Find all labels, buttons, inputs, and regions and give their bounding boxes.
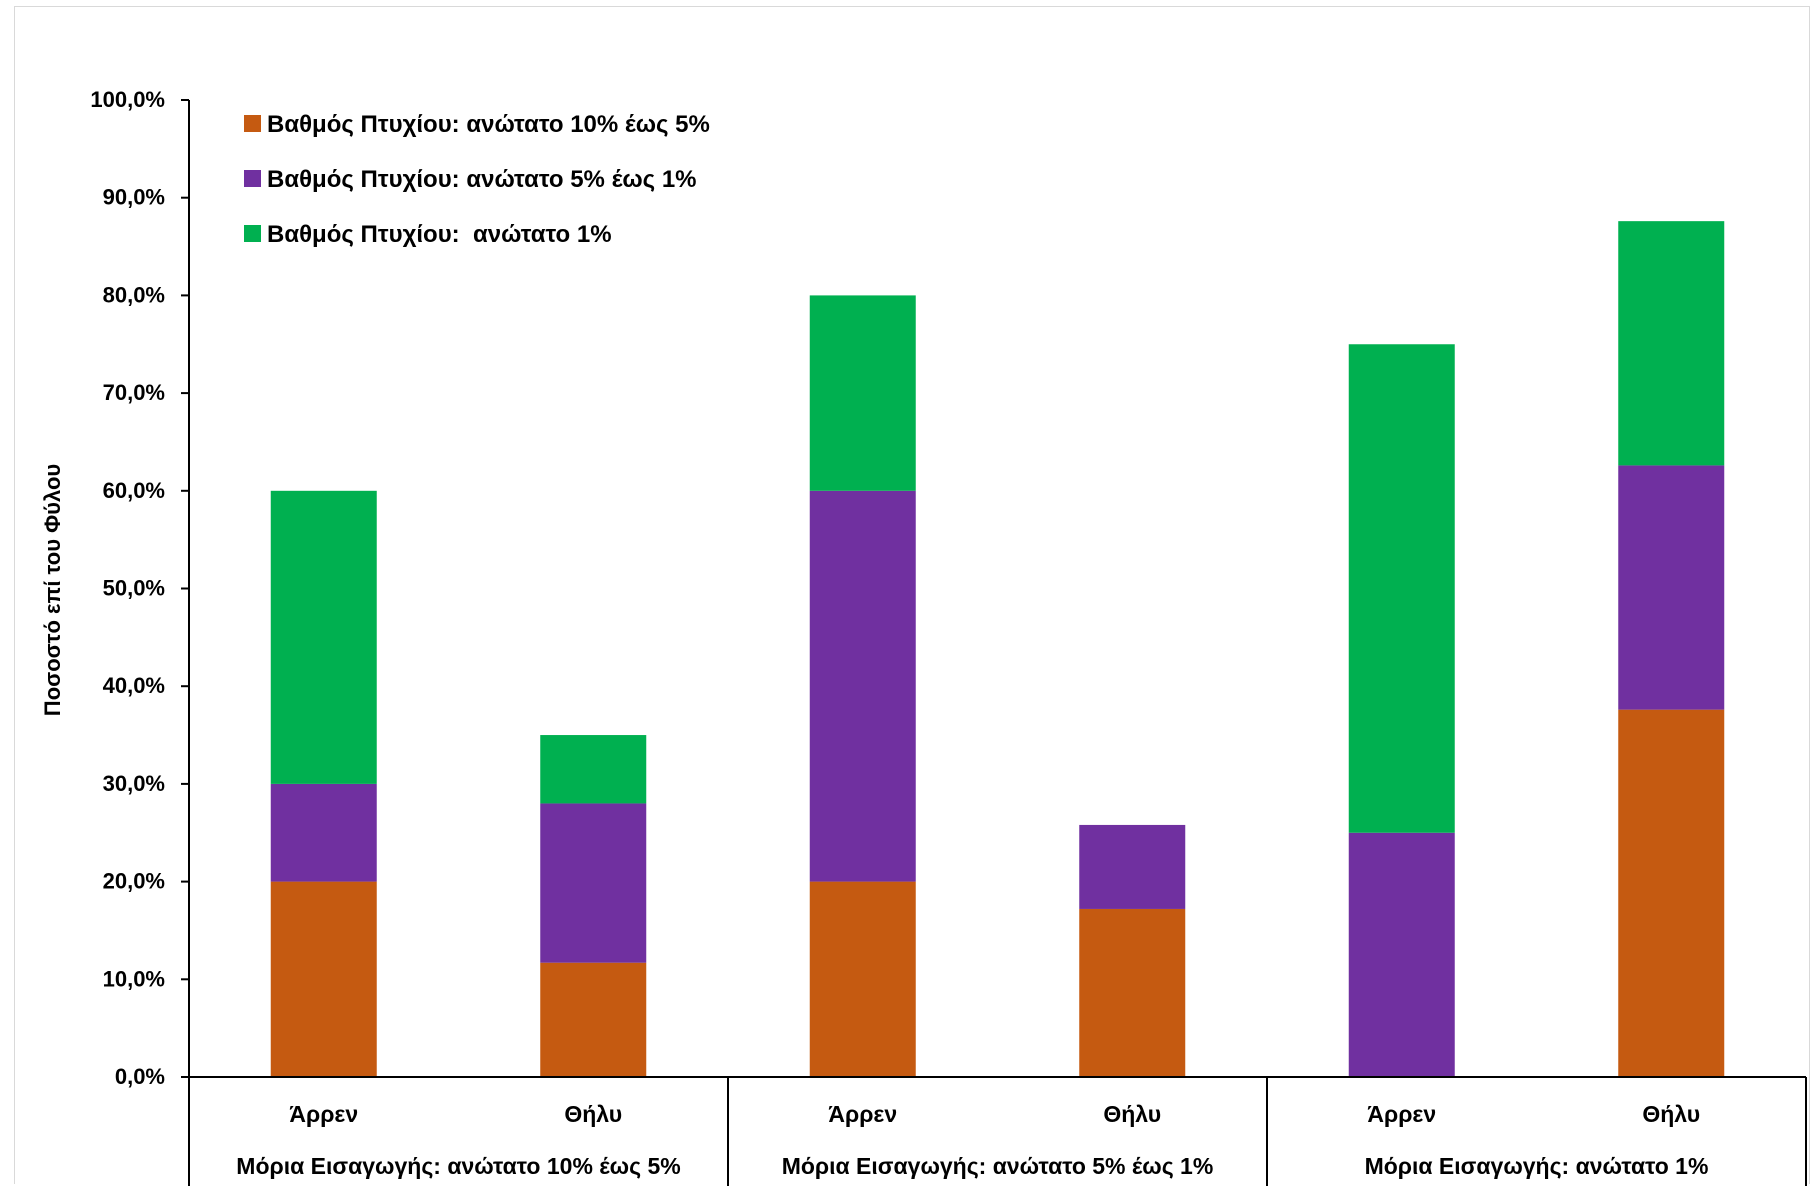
bar-segment-2-series-1 [540, 962, 647, 1077]
x-tick-label: Θήλυ [564, 1101, 622, 1127]
y-tick-label: 10,0% [103, 966, 165, 991]
bar-segment-1-series-2 [270, 783, 377, 882]
legend-swatch [244, 225, 261, 242]
bar-segment-5-series-3 [1348, 344, 1455, 833]
legend-swatch [244, 170, 261, 187]
legend-label: Βαθμός Πτυχίου: ανώτατο 1% [267, 221, 612, 248]
y-tick-label: 90,0% [103, 185, 165, 210]
y-tick-label: 30,0% [103, 771, 165, 796]
bars-layer [270, 221, 1725, 1077]
legend: Βαθμός Πτυχίου: ανώτατο 10% έως 5% Βαθμός… [244, 111, 710, 248]
legend-label: Βαθμός Πτυχίου: ανώτατο 5% έως 1% [267, 166, 697, 193]
x-tick-label: Θήλυ [1642, 1101, 1700, 1127]
bar-segment-6-series-3 [1618, 221, 1725, 466]
bar-segment-3-series-3 [809, 295, 916, 491]
y-tick-label: 40,0% [103, 673, 165, 698]
bar-segment-2-series-2 [540, 803, 647, 963]
x-tick-label: Άρρεν [828, 1101, 897, 1127]
y-tick-label: 70,0% [103, 380, 165, 405]
bar-segment-2-series-3 [540, 735, 647, 804]
bar-segment-3-series-2 [809, 490, 916, 882]
y-tick-label: 100,0% [90, 87, 165, 112]
bar-segment-1-series-1 [270, 881, 377, 1077]
bar-segment-5-series-2 [1348, 832, 1455, 1077]
bar-segment-6-series-2 [1618, 465, 1725, 710]
bar-segment-6-series-1 [1618, 709, 1725, 1077]
group-label: Μόρια Εισαγωγής: ανώτατο 10% έως 5% [236, 1153, 680, 1179]
y-tick-label: 60,0% [103, 478, 165, 503]
group-label: Μόρια Εισαγωγής: ανώτατο 1% [1365, 1153, 1709, 1179]
bar-segment-3-series-1 [809, 881, 916, 1077]
x-tick-label: Άρρεν [1367, 1101, 1436, 1127]
chart-frame [14, 6, 1810, 1184]
bar-segment-4-series-2 [1079, 824, 1186, 909]
legend-label: Βαθμός Πτυχίου: ανώτατο 10% έως 5% [267, 111, 710, 138]
y-tick-label: 50,0% [103, 576, 165, 601]
x-axis: Άρρεν Θήλυ Άρρεν Θήλυ Άρρεν Θήλυ Μόρια Εισαγωγ… [189, 1076, 1807, 1186]
legend-swatch [244, 115, 261, 132]
bar-segment-4-series-1 [1079, 908, 1186, 1077]
x-tick-label: Θήλυ [1103, 1101, 1161, 1127]
y-tick-label: 80,0% [103, 282, 165, 307]
y-axis: 0,0% 10,0% 20,0% 30,0% 40,0% 50,0% 60,0% 70,0% 8… [90, 87, 190, 1186]
bar-segment-1-series-3 [270, 490, 377, 784]
y-tick-label: 0,0% [115, 1064, 165, 1089]
group-label: Μόρια Εισαγωγής: ανώτατο 5% έως 1% [782, 1153, 1214, 1179]
y-tick-label: 20,0% [103, 869, 165, 894]
y-axis-label: Ποσοστό επί του Φύλου [40, 464, 65, 716]
x-tick-label: Άρρεν [289, 1101, 358, 1127]
